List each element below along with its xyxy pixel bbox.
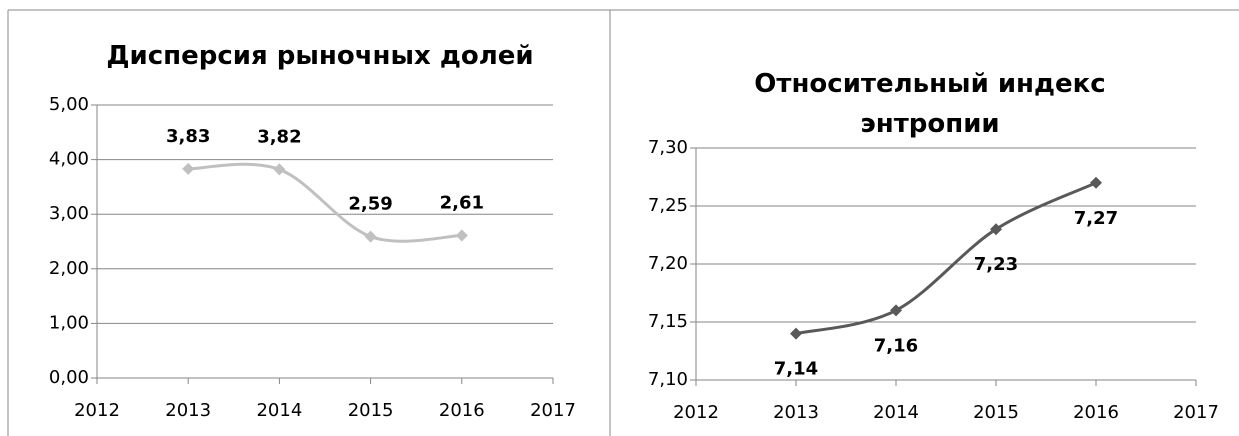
y-tick-label: 4,00	[49, 149, 89, 170]
y-tick-label: 1,00	[49, 312, 89, 333]
y-tick-label: 3,00	[49, 203, 89, 224]
marker	[182, 162, 195, 175]
x-tick-label: 2016	[1073, 402, 1119, 423]
line	[795, 181, 1097, 336]
data-label: 7,27	[1074, 208, 1118, 229]
chart-title: Дисперсия рыночных долей	[106, 41, 534, 71]
y-tick-label: 7,15	[648, 311, 688, 332]
marker	[990, 223, 1002, 236]
marker	[364, 230, 377, 243]
y-tick-label: 7,25	[648, 195, 688, 216]
y-tick-label: 7,20	[648, 253, 688, 274]
y-tick-label: 7,10	[648, 369, 688, 390]
data-label: 3,82	[257, 126, 301, 147]
data-label: 7,14	[774, 359, 818, 380]
x-tick-label: 2013	[773, 402, 819, 423]
y-tick-label: 2,00	[49, 258, 89, 279]
y-tick-label: 7,30	[648, 137, 688, 158]
data-label: 2,61	[440, 192, 484, 213]
line	[188, 162, 462, 243]
x-tick-label: 2014	[256, 400, 302, 421]
y-tick-label: 0,00	[49, 367, 89, 388]
data-label: 2,59	[348, 194, 392, 215]
y-tick-label: 5,00	[49, 94, 89, 115]
x-tick-label: 2015	[973, 402, 1019, 423]
x-tick-label: 2012	[74, 400, 120, 421]
x-tick-label: 2015	[348, 400, 394, 421]
x-tick-label: 2012	[673, 402, 719, 423]
marker	[890, 304, 902, 317]
marker	[790, 327, 802, 340]
marker	[1090, 176, 1102, 189]
data-label: 3,83	[166, 126, 210, 147]
x-tick-label: 2017	[530, 400, 576, 421]
x-tick-label: 2013	[165, 400, 211, 421]
x-tick-label: 2017	[1173, 402, 1219, 423]
data-label: 7,23	[974, 254, 1018, 275]
marker	[455, 229, 468, 242]
x-tick-label: 2014	[873, 402, 919, 423]
marker	[273, 163, 286, 176]
chart-title: Относительный индекс энтропии	[754, 69, 1106, 139]
x-tick-label: 2016	[439, 400, 485, 421]
data-label: 7,16	[874, 335, 918, 356]
